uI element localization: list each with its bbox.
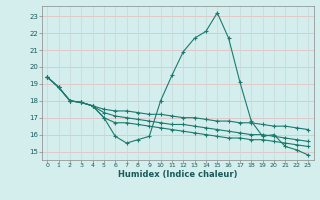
X-axis label: Humidex (Indice chaleur): Humidex (Indice chaleur) [118,170,237,179]
